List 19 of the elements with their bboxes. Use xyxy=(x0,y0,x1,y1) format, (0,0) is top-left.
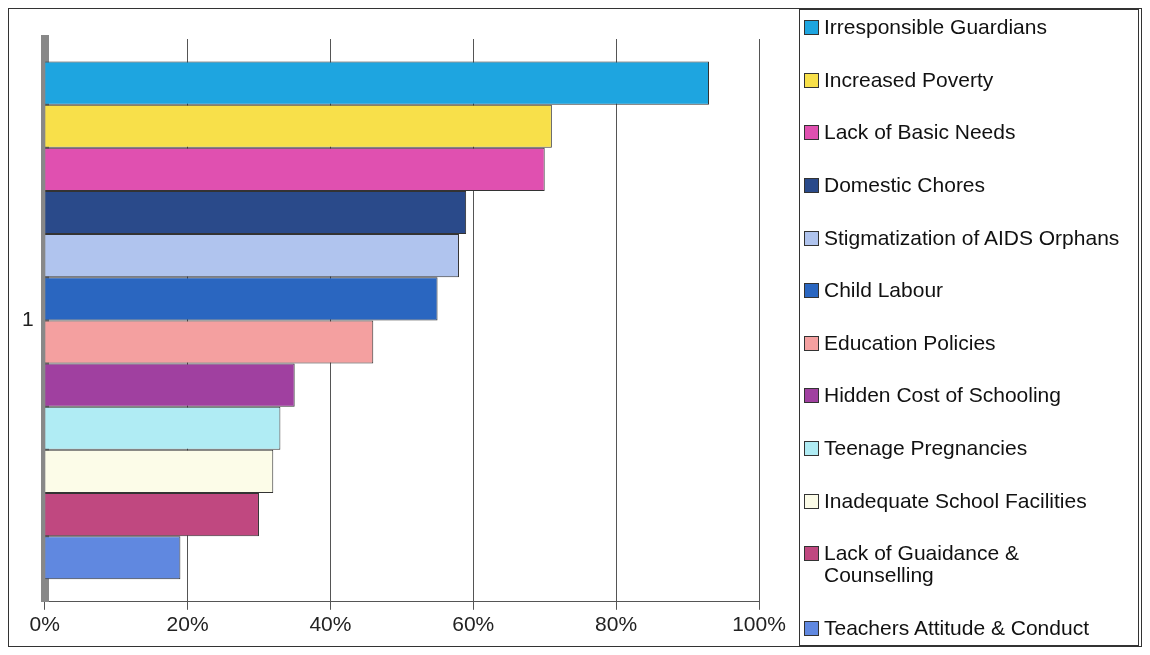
legend-label: Education Policies xyxy=(824,330,996,354)
legend-label: Child Labour xyxy=(824,278,944,302)
x-tick-label: 40% xyxy=(309,612,352,636)
x-tick-label: 20% xyxy=(166,612,209,636)
legend-label: Hidden Cost of Schooling xyxy=(824,383,1061,407)
x-tick-label: 0% xyxy=(29,612,60,636)
legend-label: Teachers Attitude & Conduct xyxy=(824,615,1089,639)
legend-label: Irresponsible Guardians xyxy=(824,15,1047,38)
x-tick-label: 100% xyxy=(732,612,786,636)
legend-label: Lack of Basic Needs xyxy=(824,120,1016,144)
legend-label: Increased Poverty xyxy=(824,67,994,91)
x-tick-label: 80% xyxy=(595,612,638,636)
legend-label: Lack of Guaidance & Counselling xyxy=(824,541,1020,587)
legend-label: Stigmatization of AIDS Orphans xyxy=(824,225,1120,249)
legend-label: Teenage Pregnancies xyxy=(824,436,1028,459)
y-tick-label: 1 xyxy=(21,307,34,331)
legend-label: Inadequate School Facilities xyxy=(824,488,1087,512)
x-tick-label: 60% xyxy=(452,612,495,636)
legend-label: Domestic Chores xyxy=(824,172,986,196)
